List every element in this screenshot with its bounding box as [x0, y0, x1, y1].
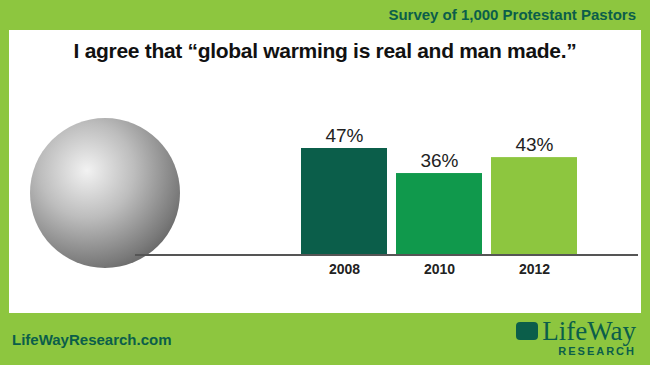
svg-text:47%: 47% — [325, 125, 363, 146]
html-text:I agree that “global warming i: I agree that “global warming is real and… — [73, 39, 577, 62]
html-text:Survey of 1,000 Protestant Pas: Survey of 1,000 Protestant Pastors — [388, 6, 636, 23]
svg-text:43%: 43% — [515, 134, 553, 155]
html-text:RESEARCH: RESEARCH — [558, 345, 636, 357]
svg-text:2012: 2012 — [519, 261, 550, 277]
svg-text:36%: 36% — [420, 150, 458, 171]
html-text:LifeWayResearch.com: LifeWayResearch.com — [12, 331, 172, 348]
svg-text:2008: 2008 — [329, 261, 360, 277]
svg-text:2010: 2010 — [424, 261, 455, 277]
html-text:LifeWay: LifeWay — [542, 316, 636, 346]
